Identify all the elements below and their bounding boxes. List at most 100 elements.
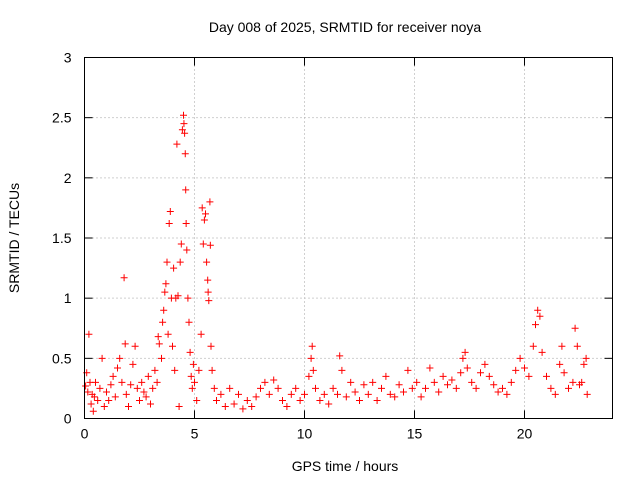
data-point bbox=[312, 384, 319, 392]
data-point bbox=[89, 407, 97, 415]
data-point bbox=[378, 384, 385, 392]
data-point bbox=[170, 264, 178, 272]
data-point bbox=[166, 208, 174, 216]
data-point bbox=[422, 384, 429, 392]
data-point bbox=[158, 354, 165, 362]
data-point bbox=[279, 396, 286, 404]
data-point bbox=[136, 396, 143, 404]
x-axis-label: GPS time / hours bbox=[292, 458, 399, 474]
data-point bbox=[203, 258, 211, 266]
data-point bbox=[521, 364, 528, 372]
data-point bbox=[325, 400, 333, 408]
data-point bbox=[426, 364, 434, 372]
data-point bbox=[182, 186, 190, 194]
data-point bbox=[534, 306, 542, 314]
data-point bbox=[193, 396, 201, 404]
data-point bbox=[116, 354, 124, 362]
data-point bbox=[198, 204, 206, 212]
data-point bbox=[202, 210, 209, 218]
data-point bbox=[356, 396, 363, 404]
data-point bbox=[248, 402, 256, 410]
data-point bbox=[382, 372, 390, 380]
data-point bbox=[84, 388, 92, 396]
data-point bbox=[543, 372, 550, 380]
data-point bbox=[364, 390, 372, 398]
data-point bbox=[207, 342, 215, 350]
data-point bbox=[226, 384, 234, 392]
data-point bbox=[461, 348, 469, 356]
tick-labels: 0 5 10 15 20 0 0.5 1 1.5 2 2.5 3 bbox=[52, 50, 532, 442]
data-point bbox=[444, 381, 451, 389]
data-point bbox=[184, 294, 192, 302]
data-point bbox=[87, 400, 95, 408]
data-point bbox=[100, 402, 108, 410]
data-point bbox=[308, 342, 316, 350]
data-point bbox=[183, 246, 191, 254]
data-point bbox=[164, 330, 172, 338]
data-point bbox=[199, 240, 207, 248]
data-point bbox=[305, 372, 313, 380]
data-point bbox=[347, 378, 355, 386]
data-point bbox=[369, 378, 377, 386]
data-point bbox=[96, 384, 104, 392]
data-point bbox=[435, 388, 443, 396]
data-point bbox=[334, 390, 341, 398]
data-point bbox=[98, 354, 106, 362]
data-point bbox=[512, 366, 520, 374]
data-point bbox=[477, 369, 484, 377]
x-tick-label: 20 bbox=[517, 426, 533, 442]
data-point bbox=[82, 382, 90, 390]
data-point bbox=[560, 369, 568, 377]
data-point bbox=[529, 342, 537, 350]
data-point bbox=[400, 388, 407, 396]
data-point bbox=[457, 369, 465, 377]
data-point bbox=[452, 384, 460, 392]
data-point bbox=[329, 384, 337, 392]
data-point bbox=[186, 348, 194, 356]
data-point bbox=[191, 378, 198, 386]
data-point bbox=[270, 376, 278, 384]
data-point bbox=[163, 258, 171, 266]
data-point bbox=[92, 378, 99, 386]
data-point bbox=[161, 288, 169, 296]
data-point bbox=[133, 384, 141, 392]
data-point bbox=[154, 333, 162, 341]
data-point bbox=[120, 274, 128, 282]
data-point bbox=[206, 241, 214, 249]
data-point bbox=[140, 388, 148, 396]
y-tick-label: 1.5 bbox=[52, 230, 72, 246]
data-point bbox=[107, 381, 115, 389]
data-point bbox=[187, 372, 195, 380]
data-point bbox=[114, 364, 121, 372]
data-point bbox=[208, 366, 216, 374]
data-point bbox=[217, 390, 225, 398]
data-point bbox=[283, 402, 291, 410]
data-point bbox=[165, 220, 173, 228]
data-point bbox=[160, 306, 168, 314]
x-tick-label: 15 bbox=[407, 426, 423, 442]
data-point bbox=[111, 393, 119, 401]
data-point bbox=[90, 393, 98, 401]
data-point bbox=[287, 390, 295, 398]
data-point bbox=[149, 384, 157, 392]
data-point bbox=[292, 384, 300, 392]
data-point bbox=[481, 360, 489, 368]
y-tick-label: 1 bbox=[64, 290, 72, 306]
data-point bbox=[556, 360, 564, 368]
data-point bbox=[210, 384, 218, 392]
data-point bbox=[551, 390, 559, 398]
y-tick-label: 0.5 bbox=[52, 350, 72, 366]
data-point bbox=[309, 366, 317, 374]
data-point bbox=[525, 372, 533, 380]
data-point bbox=[336, 352, 344, 360]
data-point bbox=[578, 378, 586, 386]
data-point bbox=[173, 140, 181, 148]
data-point bbox=[573, 342, 581, 350]
data-point bbox=[118, 378, 126, 386]
data-point bbox=[395, 381, 403, 389]
data-point bbox=[417, 393, 425, 401]
y-tick-label: 2.5 bbox=[52, 110, 72, 126]
data-point bbox=[188, 384, 196, 392]
